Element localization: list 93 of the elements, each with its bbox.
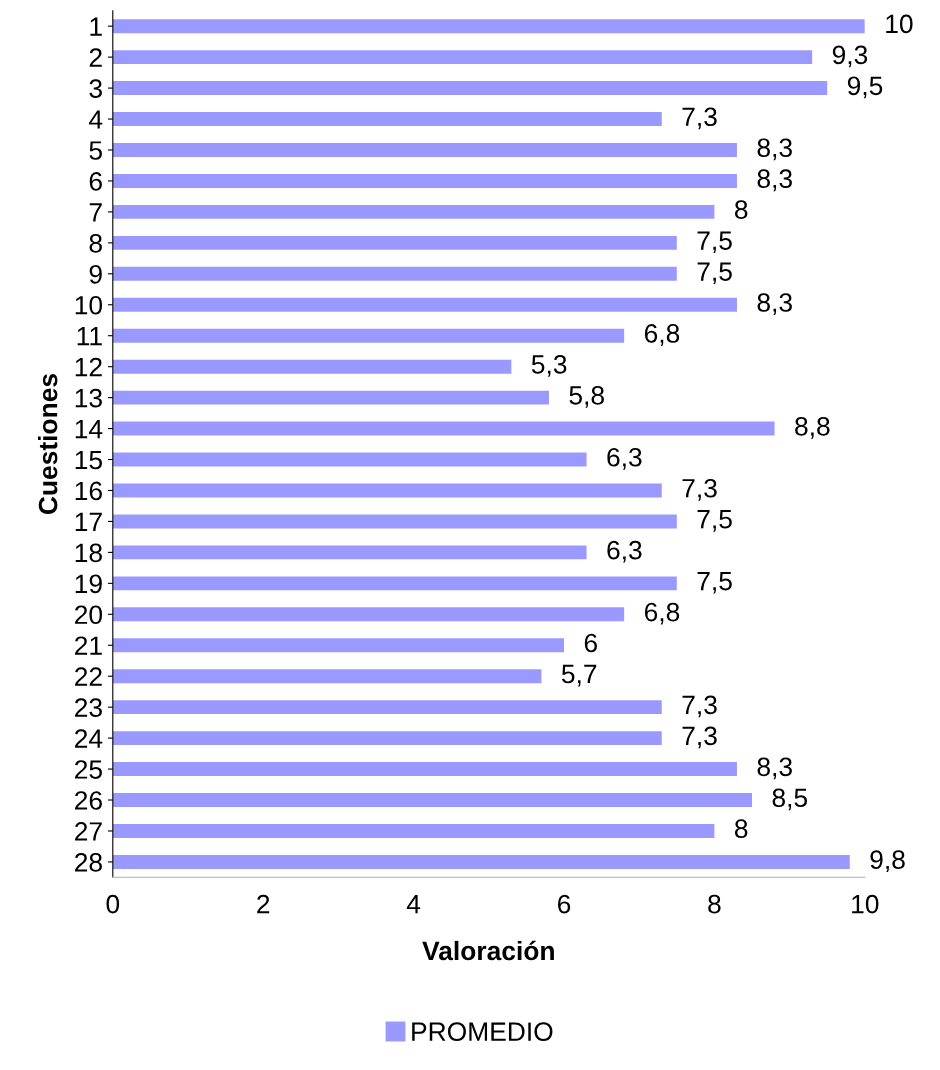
y-tick-label: 9 — [89, 264, 102, 284]
bar — [112, 81, 828, 96]
y-tick-label: 6 — [89, 172, 102, 191]
data-label: 8,8 — [795, 416, 830, 439]
y-tick-label: 24 — [75, 729, 103, 748]
bar — [112, 359, 512, 374]
y-tick-label: 12 — [75, 357, 102, 377]
x-tick-label: 10 — [852, 894, 879, 914]
y-tick-label: 16 — [75, 481, 102, 501]
bar — [112, 421, 775, 436]
bar — [112, 700, 662, 715]
bar — [112, 514, 677, 529]
bar — [112, 173, 737, 188]
bar — [112, 266, 677, 281]
data-label: 9,5 — [847, 76, 883, 99]
y-tick-label: 8 — [89, 233, 102, 253]
bar — [112, 638, 564, 653]
data-label: 8 — [734, 200, 748, 219]
y-tick-label: 23 — [75, 698, 102, 717]
bar — [112, 50, 813, 65]
data-label: 6,3 — [607, 540, 642, 563]
y-tick-label: 4 — [89, 110, 103, 129]
y-tick-label: 11 — [77, 327, 102, 346]
bar — [112, 112, 662, 126]
y-tick-label: 17 — [75, 512, 102, 531]
bar — [112, 19, 865, 34]
y-tick-label: 2 — [89, 48, 102, 67]
bar — [112, 452, 587, 467]
data-label: 8,3 — [757, 293, 792, 315]
bar — [112, 762, 737, 777]
y-tick-label: 22 — [75, 667, 102, 686]
bar — [112, 669, 542, 684]
bar — [112, 483, 662, 498]
data-label: 7,5 — [697, 231, 732, 254]
y-tick-label: 20 — [75, 605, 103, 625]
x-tick-label: 6 — [558, 894, 571, 914]
x-axis-title: Valoración — [422, 940, 554, 961]
y-tick-label: 27 — [75, 822, 102, 841]
legend-label: PROMEDIO — [412, 1022, 553, 1042]
bar — [112, 235, 677, 250]
y-tick-label: 1 — [90, 17, 102, 36]
data-label: 6 — [584, 633, 597, 653]
data-label: 5,7 — [561, 664, 597, 687]
data-label: 7,3 — [682, 695, 717, 718]
bar — [112, 731, 662, 746]
data-label: 7,5 — [697, 262, 732, 285]
data-label: 7,3 — [682, 478, 717, 501]
y-tick-label: 7 — [89, 203, 102, 222]
bar — [112, 143, 737, 157]
bar — [112, 204, 715, 219]
data-label: 10 — [886, 14, 913, 34]
data-label: 7,3 — [682, 107, 717, 130]
y-tick-label: 19 — [75, 574, 102, 594]
y-tick-label: 14 — [75, 419, 103, 439]
bar — [112, 854, 850, 869]
data-label: 8,3 — [757, 757, 792, 780]
data-label: 9,3 — [832, 45, 868, 68]
y-tick-label: 25 — [75, 760, 102, 779]
bar — [112, 793, 752, 807]
data-label: 7,5 — [697, 572, 732, 594]
data-label: 6,3 — [607, 447, 642, 470]
data-label: 8,3 — [757, 169, 792, 192]
y-tick-label: 18 — [75, 543, 102, 563]
y-tick-label: 28 — [75, 853, 102, 872]
y-axis-title: Cuestiones — [38, 374, 58, 515]
data-label: 7,3 — [682, 726, 717, 749]
y-tick-label: 21 — [75, 636, 102, 655]
y-tick-label: 13 — [75, 388, 102, 408]
bar — [112, 390, 549, 405]
x-tick-label: 8 — [708, 894, 721, 914]
bar — [112, 824, 715, 838]
y-tick-label: 26 — [75, 791, 102, 810]
bar — [112, 545, 587, 560]
bar — [112, 576, 677, 591]
data-label: 5,3 — [531, 355, 567, 377]
y-tick-label: 5 — [89, 141, 102, 160]
data-label: 8 — [734, 819, 748, 839]
data-label: 8,5 — [772, 788, 808, 811]
bar — [112, 328, 625, 343]
y-tick-label: 10 — [75, 295, 103, 315]
y-tick-label: 3 — [89, 79, 102, 98]
data-label: 6,8 — [644, 324, 680, 346]
data-label: 9,8 — [870, 850, 905, 873]
data-label: 7,5 — [697, 510, 732, 532]
data-label: 6,8 — [644, 602, 680, 625]
y-tick-label: 15 — [75, 450, 102, 470]
x-tick-label: 2 — [257, 894, 270, 914]
bar — [112, 607, 625, 622]
x-tick-label: 4 — [406, 895, 421, 914]
x-tick-label: 0 — [106, 894, 120, 914]
bar — [112, 297, 737, 312]
data-label: 8,3 — [757, 138, 792, 161]
data-label: 5,8 — [569, 386, 604, 408]
